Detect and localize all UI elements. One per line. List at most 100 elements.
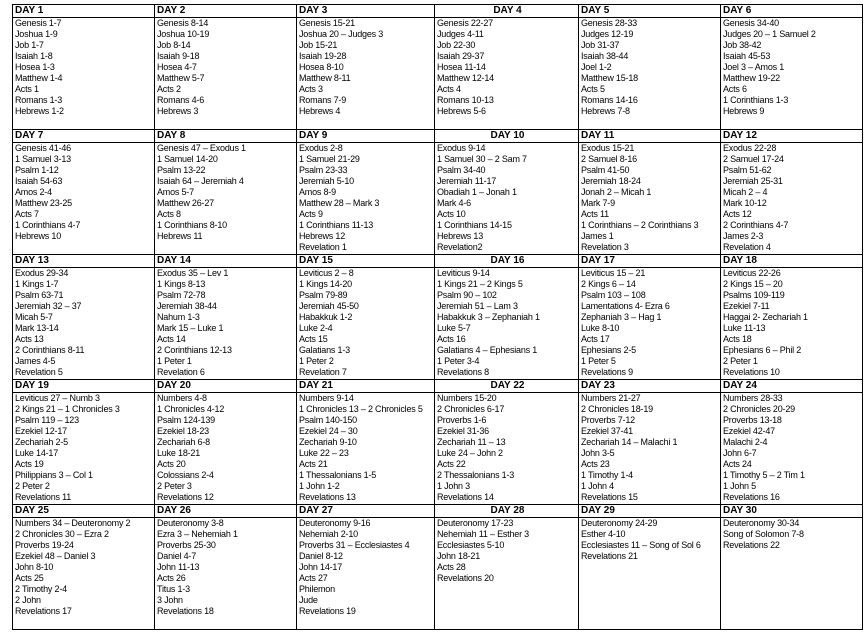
reading: 1 John 1-2 bbox=[299, 481, 340, 491]
day-cell: DAY 26 Deuteronomy 3-8 Ezra 3 – Nehemiah 1… bbox=[155, 505, 297, 630]
reading: Proverbs 7-12 bbox=[581, 415, 635, 425]
reading: Joshua 10-19 bbox=[157, 29, 210, 39]
reading: Luke 2-4 bbox=[299, 323, 333, 333]
reading: Jeremiah 45-50 bbox=[299, 301, 359, 311]
reading: Matthew 8-11 bbox=[299, 73, 351, 83]
reading: 1 Peter 5 bbox=[581, 356, 616, 366]
reading: James 4-5 bbox=[15, 356, 56, 366]
reading: 2 Corinthians 12-13 bbox=[157, 345, 232, 355]
reading: Hebrews 9 bbox=[723, 106, 765, 116]
day-title: DAY 19 bbox=[13, 380, 154, 393]
reading: Luke 11-13 bbox=[723, 323, 766, 333]
reading: Deuteronomy 24-29 bbox=[581, 518, 658, 528]
day-title: DAY 30 bbox=[721, 505, 862, 518]
reading: Luke 22 – 23 bbox=[299, 448, 349, 458]
day-title: DAY 12 bbox=[721, 130, 862, 143]
reading: Jeremiah 51 – Lam 3 bbox=[437, 301, 518, 311]
reading: Job 15-21 bbox=[299, 40, 338, 50]
day-cell: DAY 12 Exodus 22-28 2 Samuel 17-24 Psalm 51… bbox=[721, 130, 863, 255]
reading: James 2-3 bbox=[723, 231, 764, 241]
reading: Acts 3 bbox=[299, 84, 323, 94]
day-cell: DAY 23 Numbers 21-27 2 Chronicles 18-19 Pro… bbox=[579, 380, 721, 505]
reading: Hebrews 13 bbox=[437, 231, 484, 241]
day-title: DAY 23 bbox=[579, 380, 720, 393]
reading: Job 1-7 bbox=[15, 40, 44, 50]
reading: Revelations 16 bbox=[723, 492, 780, 502]
reading: Exodus 9-14 bbox=[437, 143, 486, 153]
reading: 1 Samuel 3-13 bbox=[15, 154, 71, 164]
reading: Isaiah 38-44 bbox=[581, 51, 629, 61]
reading: Hosea 11-14 bbox=[437, 62, 486, 72]
day-cell: DAY 20 Numbers 4-8 1 Chronicles 4-12 Psalm … bbox=[155, 380, 297, 505]
reading: 1 Corinthians 14-15 bbox=[437, 220, 512, 230]
reading: Galatians 1-3 bbox=[299, 345, 350, 355]
reading: 1 Peter 2 bbox=[299, 356, 334, 366]
reading: John 11-13 bbox=[157, 562, 200, 572]
reading: Joshua 1-9 bbox=[15, 29, 58, 39]
reading: Exodus 22-28 bbox=[723, 143, 777, 153]
reading: 2 Samuel 8-16 bbox=[581, 154, 637, 164]
reading: Psalm 63-71 bbox=[15, 290, 64, 300]
reading: Romans 7-9 bbox=[299, 95, 347, 105]
reading: 1 Corinthians 1-3 bbox=[723, 95, 789, 105]
reading: Acts 15 bbox=[299, 334, 328, 344]
reading: Daniel 4-7 bbox=[157, 551, 197, 561]
reading: Hosea 4-7 bbox=[157, 62, 197, 72]
reading: 1 John 3 bbox=[437, 481, 470, 491]
reading: Psalm 90 – 102 bbox=[437, 290, 497, 300]
reading: Hebrews 12 bbox=[299, 231, 346, 241]
reading: Joel 3 – Amos 1 bbox=[723, 62, 785, 72]
reading: Romans 4-6 bbox=[157, 95, 205, 105]
reading: Revelation 5 bbox=[15, 367, 63, 377]
reading: Acts 2 bbox=[157, 84, 181, 94]
reading: Mark 4-6 bbox=[437, 198, 471, 208]
day-title: DAY 6 bbox=[721, 5, 862, 18]
reading: 1 Corinthians 8-10 bbox=[157, 220, 227, 230]
reading: Ephesians 6 – Phil 2 bbox=[723, 345, 802, 355]
reading: Revelations 12 bbox=[157, 492, 214, 502]
reading: Acts 9 bbox=[299, 209, 323, 219]
reading: 3 John bbox=[157, 595, 183, 605]
reading: Haggai 2- Zechariah 1 bbox=[723, 312, 808, 322]
reading: Genesis 28-33 bbox=[581, 18, 637, 28]
day-title: DAY 8 bbox=[155, 130, 296, 143]
reading: Revelations 10 bbox=[723, 367, 780, 377]
reading: Acts 10 bbox=[437, 209, 466, 219]
reading: Isaiah 45-53 bbox=[723, 51, 771, 61]
reading: Acts 27 bbox=[299, 573, 328, 583]
reading: Ecclesiastes 5-10 bbox=[437, 540, 505, 550]
reading: Hebrews 11 bbox=[157, 231, 203, 241]
reading: 2 Kings 6 – 14 bbox=[581, 279, 636, 289]
reading: Zechariah 11 – 13 bbox=[437, 437, 506, 447]
reading: John 6-7 bbox=[723, 448, 757, 458]
day-cell: DAY 29 Deuteronomy 24-29 Esther 4-10 Eccles… bbox=[579, 505, 721, 630]
day-title: DAY 14 bbox=[155, 255, 296, 268]
reading: Genesis 34-40 bbox=[723, 18, 779, 28]
reading: Matthew 26-27 bbox=[157, 198, 214, 208]
day-cell: DAY 5 Genesis 28-33 Judges 12-19 Job 31-37 I… bbox=[579, 5, 721, 130]
reading: Romans 14-16 bbox=[581, 95, 638, 105]
reading: Acts 22 bbox=[437, 459, 466, 469]
reading: Leviticus 15 – 21 bbox=[581, 268, 646, 278]
reading: Psalms 109-119 bbox=[723, 290, 785, 300]
reading: Acts 1 bbox=[15, 84, 39, 94]
day-cell: DAY 16 Leviticus 9-14 1 Kings 21 – 2 Kings… bbox=[435, 255, 579, 380]
reading: Job 22-30 bbox=[437, 40, 476, 50]
reading: 1 Kings 1-7 bbox=[15, 279, 59, 289]
reading: Numbers 9-14 bbox=[299, 393, 354, 403]
reading: Isaiah 1-8 bbox=[15, 51, 53, 61]
day-cell: DAY 22 Numbers 15-20 2 Chronicles 6-17 Prov… bbox=[435, 380, 579, 505]
reading: 2 Chronicles 30 – Ezra 2 bbox=[15, 529, 109, 539]
day-title: DAY 4 bbox=[435, 5, 578, 18]
reading: Hebrews 10 bbox=[15, 231, 62, 241]
reading: Numbers 21-27 bbox=[581, 393, 641, 403]
reading: Acts 6 bbox=[723, 84, 747, 94]
reading: Leviticus 27 – Numb 3 bbox=[15, 393, 100, 403]
day-title: DAY 21 bbox=[297, 380, 434, 393]
reading: Proverbs 19-24 bbox=[15, 540, 74, 550]
reading: Isaiah 64 – Jeremiah 4 bbox=[157, 176, 244, 186]
reading: Psalm 23-33 bbox=[299, 165, 348, 175]
reading: 1 Thessalonians 1-5 bbox=[299, 470, 377, 480]
reading: Jeremiah 25-31 bbox=[723, 176, 783, 186]
